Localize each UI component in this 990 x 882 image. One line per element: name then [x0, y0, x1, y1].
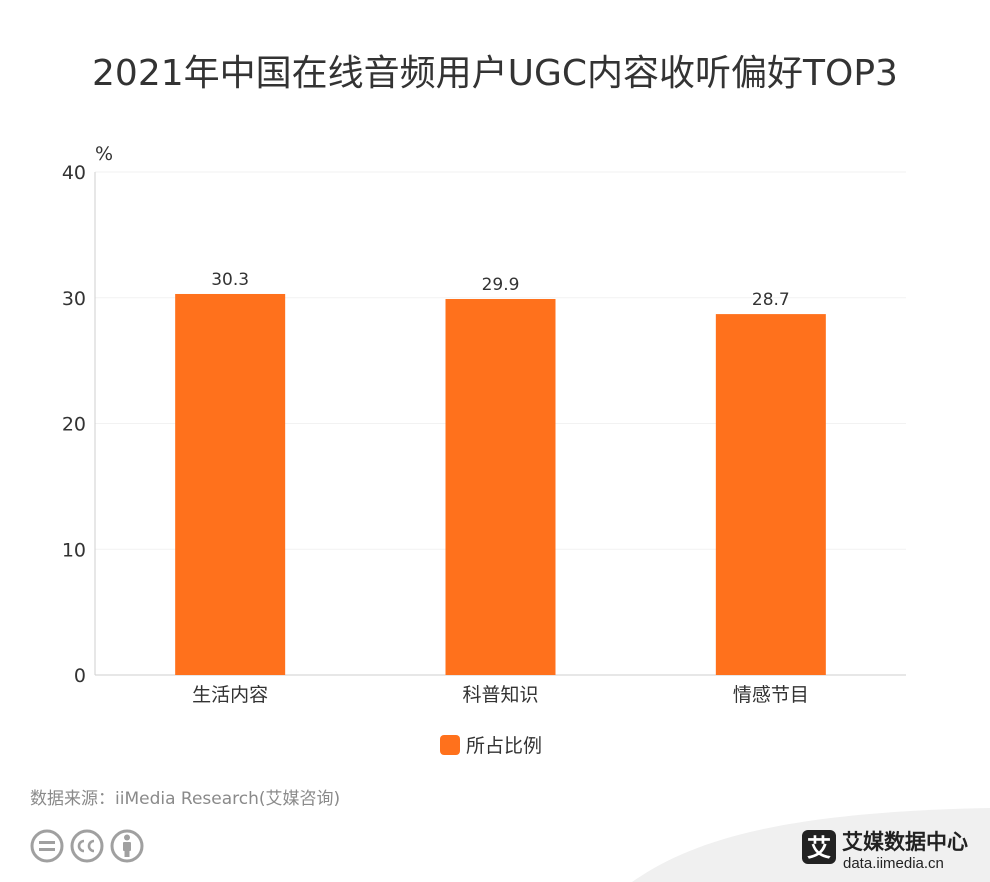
brand-url: data.iimedia.cn — [843, 855, 944, 872]
equals-icon — [30, 829, 64, 863]
brand-watermark: 艾 艾媒数据中心 data.iimedia.cn — [632, 808, 990, 882]
x-tick-label-3: 情感节目 — [733, 684, 809, 706]
brand-logo — [802, 830, 836, 864]
data-label-1: 30.3 — [211, 270, 249, 290]
x-tick-label-1: 生活内容 — [192, 684, 268, 706]
y-tick-label: 40 — [62, 162, 86, 184]
cc-license-badges — [30, 829, 144, 863]
data-label-3: 28.7 — [752, 290, 790, 310]
brand-name: 艾媒数据中心 — [842, 830, 968, 854]
legend-swatch — [440, 735, 460, 755]
person-icon — [110, 829, 144, 863]
x-tick-label-2: 科普知识 — [462, 684, 538, 706]
bar-1 — [175, 293, 286, 675]
bars — [175, 293, 826, 675]
y-tick-label: 20 — [62, 414, 86, 436]
x-tick-labels: 生活内容 科普知识 情感节目 — [192, 684, 809, 706]
data-label-2: 29.9 — [482, 275, 520, 295]
legend-label: 所占比例 — [466, 735, 542, 757]
y-tick-labels: 0 10 20 30 40 — [62, 162, 86, 687]
bar-chart: 0 10 20 30 40 % 30.3 29.9 28.7 生活内容 科普知识 情感节目 所占… — [62, 143, 906, 757]
legend: 所占比例 — [440, 735, 542, 757]
y-tick-label: 10 — [62, 539, 86, 561]
data-source: 数据来源：iiMedia Research(艾媒咨询) — [30, 789, 341, 809]
brand-logo-char: 艾 — [807, 834, 831, 862]
data-labels: 30.3 29.9 28.7 — [211, 270, 790, 310]
chart-title: 2021年中国在线音频用户UGC内容收听偏好TOP3 — [92, 53, 898, 94]
bar-2 — [445, 299, 556, 675]
y-tick-label: 0 — [74, 665, 86, 687]
bar-3 — [715, 314, 826, 675]
y-tick-label: 30 — [62, 288, 86, 310]
cc-icon — [70, 829, 104, 863]
y-axis-label: % — [95, 143, 113, 165]
